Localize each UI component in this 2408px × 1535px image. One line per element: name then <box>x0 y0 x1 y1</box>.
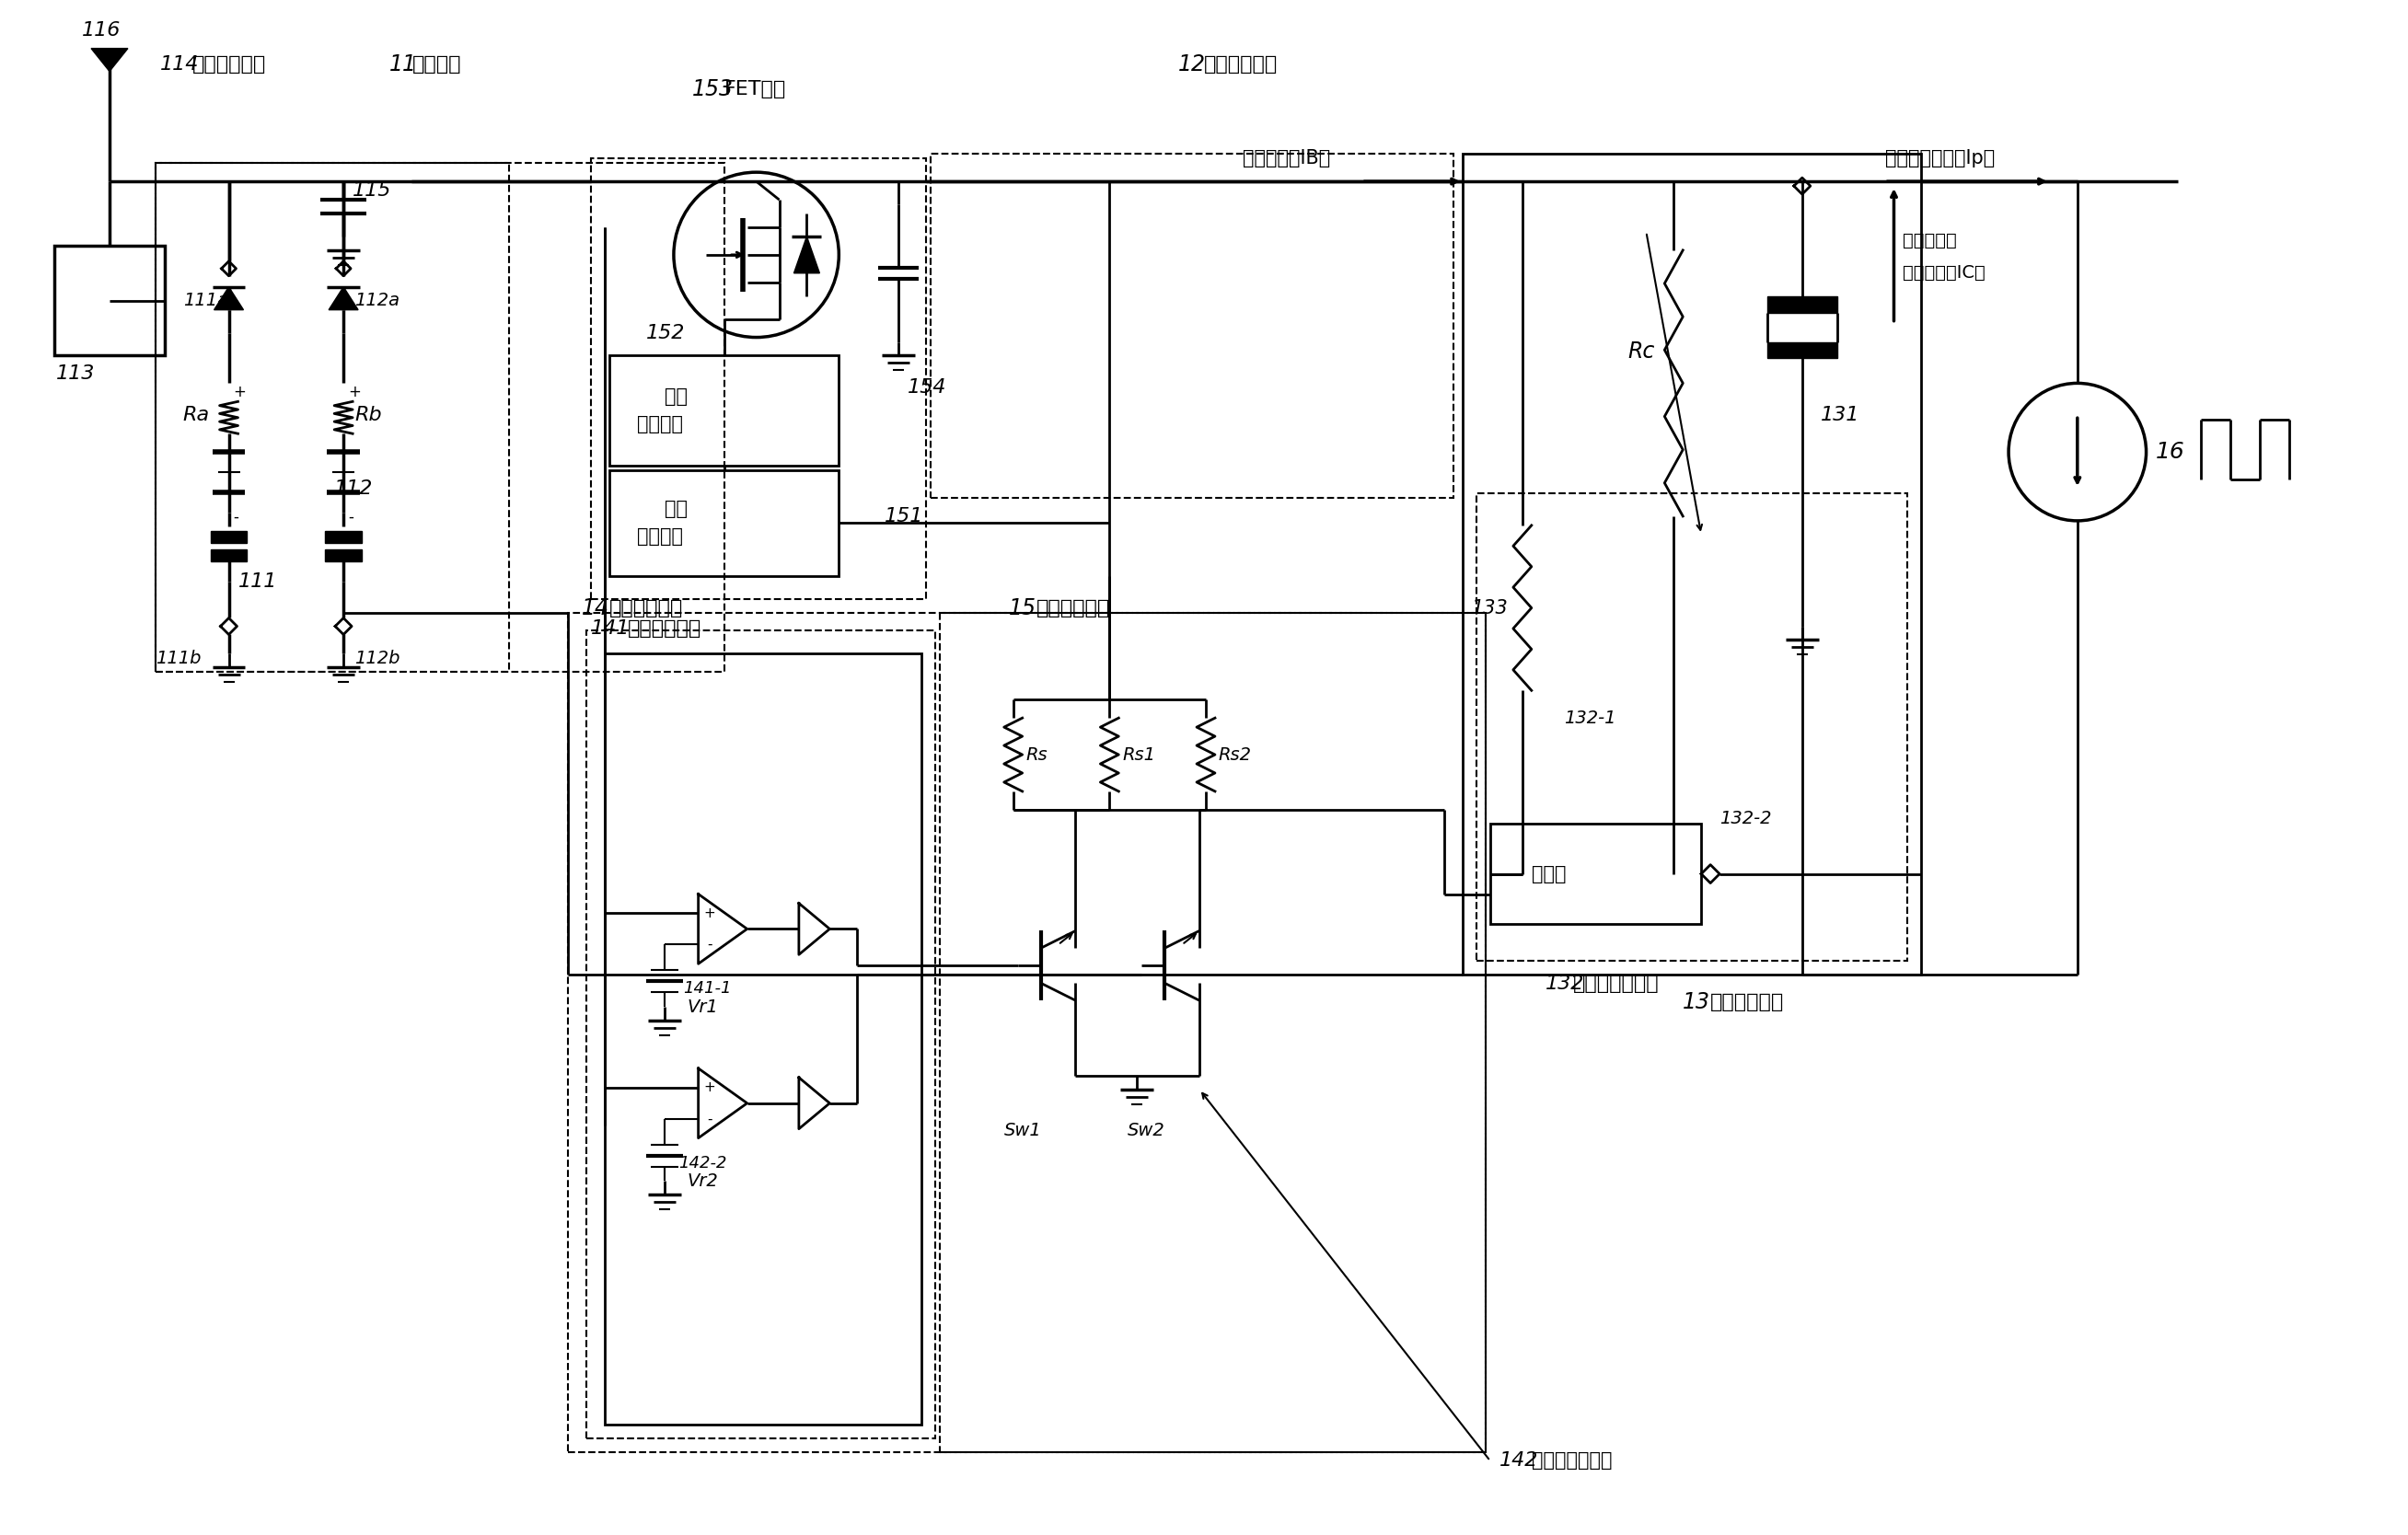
Text: 132: 132 <box>1546 975 1584 993</box>
Bar <box>157 163 725 672</box>
Text: 141-1: 141-1 <box>684 981 732 996</box>
Text: 电源部分: 电源部分 <box>412 55 462 74</box>
Bar <box>157 163 508 672</box>
Text: 能量存储部分: 能量存储部分 <box>1710 993 1784 1012</box>
Text: 114: 114 <box>159 55 200 74</box>
Text: 13: 13 <box>1683 992 1710 1013</box>
Text: 充电防止电路: 充电防止电路 <box>193 55 265 74</box>
Text: 113: 113 <box>55 365 96 384</box>
Text: 比较器: 比较器 <box>1531 864 1565 883</box>
Text: -: - <box>349 508 354 525</box>
Text: 部分: 部分 <box>665 500 689 517</box>
Text: Rs: Rs <box>1026 746 1047 763</box>
Bar <box>1462 154 1922 975</box>
Text: 14: 14 <box>583 597 609 619</box>
Text: Rs1: Rs1 <box>1122 746 1156 763</box>
Text: 电源控制部分: 电源控制部分 <box>1204 55 1279 74</box>
Text: 112a: 112a <box>354 292 400 310</box>
Text: 131: 131 <box>1820 407 1859 425</box>
Text: 111b: 111b <box>157 649 200 668</box>
Bar <box>55 246 164 356</box>
Text: 部分: 部分 <box>665 388 689 407</box>
Text: 142-2: 142-2 <box>679 1154 727 1171</box>
Text: 电源电流（IB）: 电源电流（IB） <box>1243 149 1329 167</box>
Polygon shape <box>214 287 243 310</box>
Text: 11: 11 <box>390 54 417 75</box>
Text: FET开关: FET开关 <box>725 80 785 98</box>
Text: 142: 142 <box>1500 1452 1539 1471</box>
Text: +: + <box>349 384 361 401</box>
Text: 115: 115 <box>352 181 393 200</box>
Text: 152: 152 <box>645 324 686 342</box>
Bar <box>939 612 1486 1452</box>
Text: Rs2: Rs2 <box>1218 746 1252 763</box>
Text: Sw2: Sw2 <box>1127 1122 1165 1139</box>
Bar <box>588 631 934 1438</box>
Polygon shape <box>698 1068 746 1137</box>
Text: 放电电流（IC）: 放电电流（IC） <box>1902 264 1987 282</box>
Polygon shape <box>698 893 746 964</box>
Bar <box>604 654 922 1424</box>
Bar <box>929 154 1454 497</box>
Text: -: - <box>234 508 238 525</box>
Polygon shape <box>1767 296 1837 313</box>
Text: 16: 16 <box>2155 441 2184 464</box>
Text: 111: 111 <box>238 573 277 591</box>
Text: 15: 15 <box>1009 597 1035 619</box>
Text: 电容器放电电路: 电容器放电电路 <box>1572 975 1659 993</box>
Text: 电流检测: 电流检测 <box>638 527 684 545</box>
Text: 检测电阻器部分: 检测电阻器部分 <box>1531 1452 1611 1471</box>
Polygon shape <box>799 903 831 955</box>
Text: Ra: Ra <box>183 407 209 425</box>
Text: Vr1: Vr1 <box>689 998 718 1016</box>
Text: 负载峰值电流（Ip）: 负载峰值电流（Ip） <box>1885 149 1994 167</box>
Text: 开关控制: 开关控制 <box>638 416 684 434</box>
Polygon shape <box>325 531 361 543</box>
Text: 电流控制部分: 电流控制部分 <box>609 599 684 617</box>
Text: 电压检测部分: 电压检测部分 <box>628 619 701 637</box>
Polygon shape <box>209 550 248 562</box>
Text: Rb: Rb <box>354 407 383 425</box>
Polygon shape <box>799 1078 831 1128</box>
Text: 151: 151 <box>884 507 925 525</box>
Polygon shape <box>795 236 819 273</box>
Text: 132-2: 132-2 <box>1719 810 1772 827</box>
Text: 133: 133 <box>1471 599 1507 617</box>
Polygon shape <box>1767 342 1837 359</box>
Text: 154: 154 <box>908 379 946 398</box>
Polygon shape <box>209 531 248 543</box>
Text: Rc: Rc <box>1628 341 1654 362</box>
Text: 存储电容器: 存储电容器 <box>1902 232 1958 250</box>
Text: 12: 12 <box>1178 54 1206 75</box>
Text: Sw1: Sw1 <box>1004 1122 1043 1139</box>
Polygon shape <box>330 287 359 310</box>
Text: 132-1: 132-1 <box>1563 709 1616 726</box>
Text: 控制开关部分: 控制开关部分 <box>1035 599 1110 617</box>
Bar <box>1491 823 1700 924</box>
Bar <box>1476 493 1907 961</box>
Bar <box>609 470 838 576</box>
Text: Vr2: Vr2 <box>689 1173 718 1190</box>
Text: 141: 141 <box>590 619 631 637</box>
Polygon shape <box>92 49 128 71</box>
Text: +: + <box>703 1081 715 1094</box>
Text: 111a: 111a <box>183 292 229 310</box>
Text: -: - <box>708 1111 713 1125</box>
Text: 112: 112 <box>335 479 373 497</box>
Text: 153: 153 <box>691 78 734 101</box>
Polygon shape <box>325 550 361 562</box>
Bar <box>609 356 838 465</box>
Text: 116: 116 <box>82 21 120 40</box>
Text: 112b: 112b <box>354 649 400 668</box>
Bar <box>590 158 927 599</box>
Text: +: + <box>234 384 246 401</box>
Bar <box>568 612 1486 1452</box>
Text: +: + <box>703 906 715 919</box>
Text: -: - <box>708 938 713 952</box>
